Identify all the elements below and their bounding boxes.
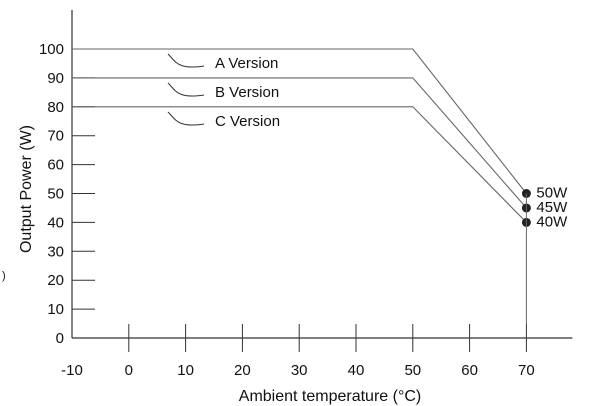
series-line	[72, 77, 527, 209]
series-lines	[72, 48, 531, 324]
y-tick-label: 10	[47, 301, 64, 318]
y-tick-label: 80	[47, 99, 64, 116]
x-tick-label: 30	[291, 362, 308, 379]
x-tick-label: 20	[234, 362, 251, 379]
x-tick-label: 10	[177, 362, 194, 379]
series-leader-line	[167, 53, 205, 68]
series-line	[72, 106, 527, 223]
y-tick-label: 70	[47, 128, 64, 145]
end-label: 45W	[536, 199, 568, 216]
y-tick-label: 60	[47, 157, 64, 174]
x-tick-label: 60	[461, 362, 478, 379]
y-tick-label: 50	[47, 186, 64, 203]
series-label: B Version	[215, 84, 279, 101]
x-tick-label: 70	[518, 362, 535, 379]
series-leader-line	[167, 111, 205, 126]
x-tick-label: -10	[61, 362, 83, 379]
y-tick-label: 0	[56, 330, 64, 347]
x-tick-label: 40	[348, 362, 365, 379]
end-label: 40W	[536, 213, 568, 230]
y-tick-label: 20	[47, 272, 64, 289]
y-tick-label: 100	[39, 41, 64, 58]
y-axis-title: Output Power (W)	[18, 125, 35, 253]
series-leader-line	[167, 82, 205, 97]
y-tick-label: 30	[47, 243, 64, 260]
series-label: C Version	[215, 113, 280, 130]
series-line	[72, 48, 527, 194]
axes	[71, 10, 573, 339]
x-axis-title: Ambient temperature (°C)	[239, 388, 421, 405]
y-tick-label: 90	[47, 70, 64, 87]
annotations: 50W A Version 45W B Version 40W C Version	[167, 53, 568, 230]
stray-mark: )	[2, 270, 6, 282]
end-label: 50W	[536, 185, 568, 202]
x-tick-label: 0	[125, 362, 133, 379]
x-tick-label: 50	[404, 362, 421, 379]
ticks: 0 10 20 30 40 50 60 70 80 90 100 -10 0 10 20 30 40 50 60 70	[39, 41, 535, 379]
y-tick-label: 40	[47, 214, 64, 231]
series-label: A Version	[215, 55, 278, 72]
